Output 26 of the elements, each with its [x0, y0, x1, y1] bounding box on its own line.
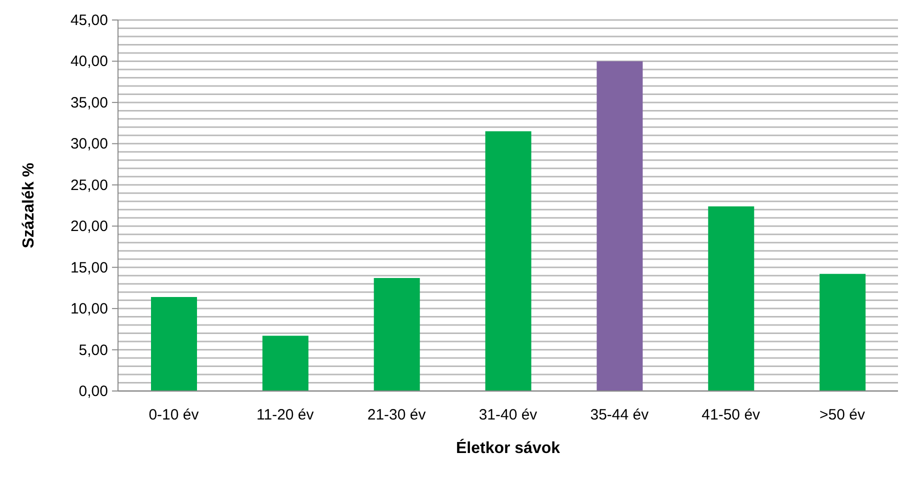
y-axis-title: Százalék % — [20, 162, 38, 248]
bar — [262, 336, 308, 391]
bar — [151, 297, 197, 391]
x-tick-label: 21-30 év — [367, 406, 426, 424]
bar — [485, 131, 532, 391]
x-tick-label: 35-44 év — [590, 406, 650, 424]
y-tick-label: 0,00 — [78, 383, 108, 400]
y-tick-label: 5,00 — [78, 342, 108, 359]
y-tick-label: 20,00 — [70, 218, 108, 236]
x-tick-label: 0-10 év — [148, 406, 200, 424]
x-tick-label: >50 év — [820, 406, 866, 424]
y-tick-label: 30,00 — [70, 136, 108, 153]
y-tick-label: 40,00 — [70, 53, 108, 70]
bar — [820, 274, 866, 391]
y-tick-label: 25,00 — [70, 176, 108, 194]
x-tick-label: 11-20 év — [256, 406, 314, 424]
y-tick-label: 35,00 — [70, 94, 108, 112]
y-tick-label: 45,00 — [70, 12, 108, 29]
bar — [374, 278, 420, 391]
bar — [596, 61, 643, 391]
x-tick-label: 41-50 év — [702, 406, 761, 424]
bar — [708, 206, 754, 391]
y-tick-label: 15,00 — [70, 259, 108, 276]
y-tick-label: 10,00 — [70, 300, 108, 318]
x-axis-title: Életkor sávok — [456, 438, 560, 457]
x-tick-label: 31-40 év — [478, 406, 538, 424]
